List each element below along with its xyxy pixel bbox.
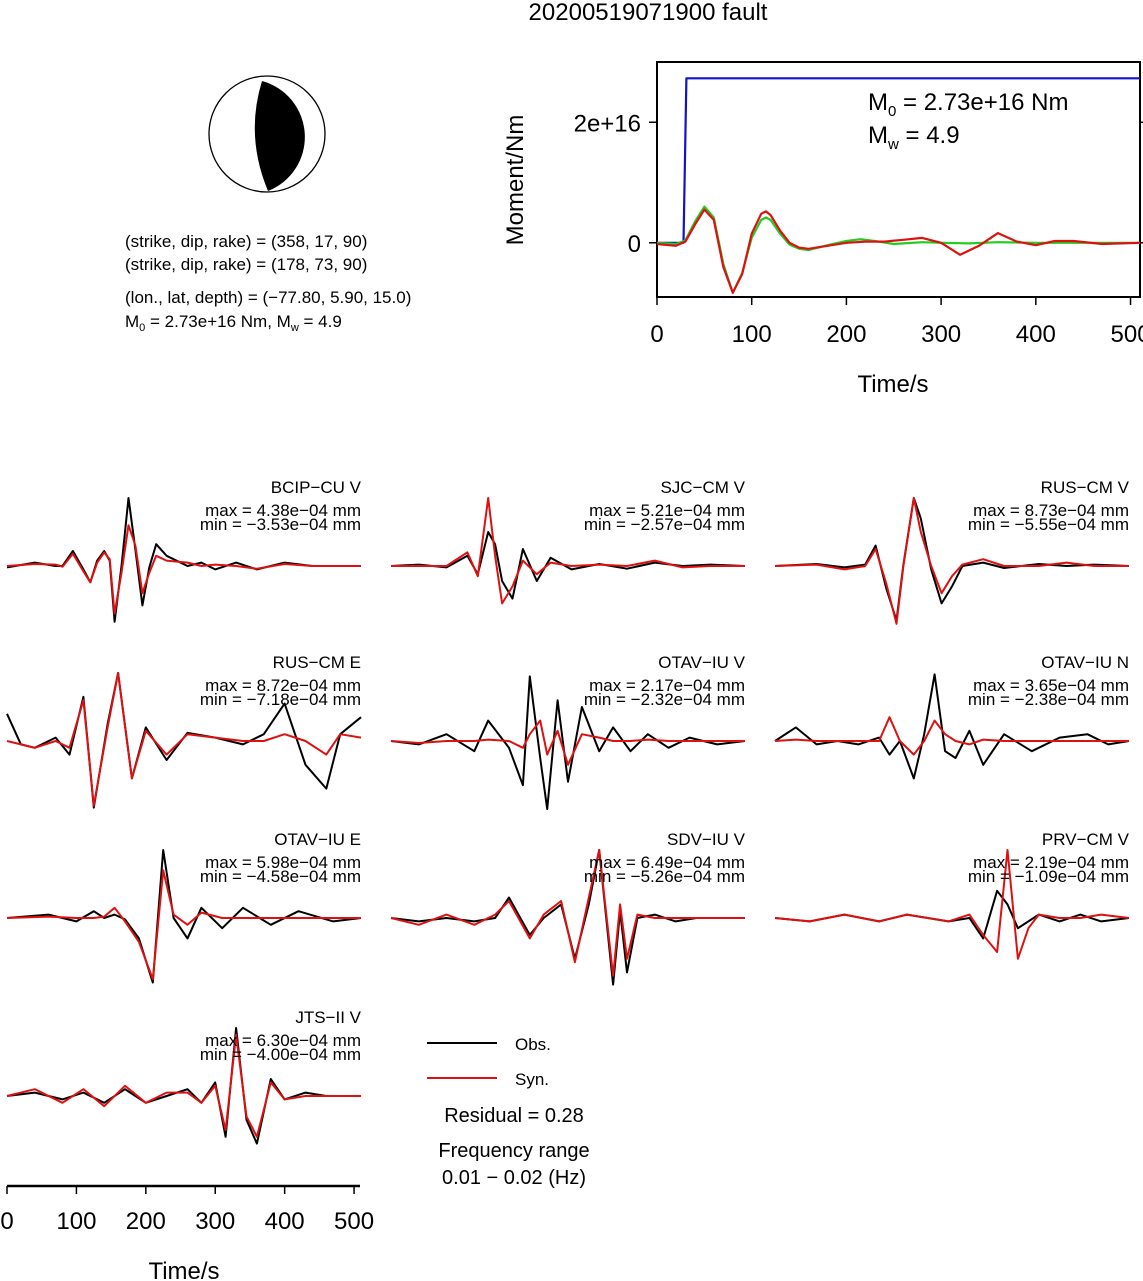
bottom-xtick-label: 100 — [56, 1208, 96, 1235]
bottom-time-axis: 0 100 200 300 400 500 Time/s — [0, 1184, 374, 1281]
synthetic-trace — [6, 1033, 361, 1138]
station-max: max = 8.72e−04 mm — [205, 676, 361, 695]
synthetic-trace — [774, 849, 1130, 960]
bottom-xtick-label: 400 — [265, 1208, 305, 1235]
station-name: OTAV−IU N — [1041, 653, 1129, 672]
residual-label: Residual = 0.28 — [444, 1105, 584, 1127]
plane-1-label: (strike, dip, rake) = (358, 17, 90) — [125, 232, 367, 251]
station-max: max = 4.38e−04 mm — [205, 501, 361, 520]
synthetic-trace — [390, 719, 745, 766]
station-name: JTS−II V — [295, 1008, 361, 1027]
stf-xtick-label: 300 — [921, 321, 961, 348]
observed-trace — [390, 531, 746, 600]
station-max: max = 3.65e−04 mm — [973, 676, 1129, 695]
station-min: min = −2.32e−04 mm — [584, 690, 745, 709]
plane-2-label: (strike, dip, rake) = (178, 73, 90) — [125, 255, 367, 274]
moment-label: M0 = 2.73e+16 Nm, Mw = 4.9 — [125, 312, 342, 334]
stf-plot-frame — [656, 61, 1141, 298]
stf-ylabel: Moment/Nm — [502, 115, 529, 246]
synthetic-trace — [6, 672, 362, 807]
stf-xtick-label: 0 — [650, 321, 663, 348]
stf-m0-label: M0 = 2.73e+16 Nm — [868, 89, 1068, 120]
legend-obs-label: Obs. — [515, 1035, 551, 1054]
stf-ytick-label: 2e+16 — [574, 110, 641, 137]
beachball-compressional-quadrant — [254, 81, 305, 191]
observed-trace — [390, 849, 745, 986]
station-name: PRV−CM V — [1042, 830, 1130, 849]
location-label: (lon., lat, depth) = (−77.80, 5.90, 15.0… — [125, 288, 411, 307]
station-name: RUS−CM V — [1041, 478, 1130, 497]
synthetic-trace — [390, 849, 745, 977]
station-max: max = 6.49e−04 mm — [589, 853, 745, 872]
stf-xlabel: Time/s — [857, 371, 928, 398]
station-min: min = −4.00e−04 mm — [200, 1045, 361, 1064]
station-max: max = 2.17e−04 mm — [589, 676, 745, 695]
stf-xtick-label: 200 — [826, 321, 866, 348]
station-min: min = −5.26e−04 mm — [584, 867, 745, 886]
station-min: min = −1.09e−04 mm — [968, 867, 1129, 886]
beachball-outline — [208, 75, 326, 193]
station-name: RUS−CM E — [273, 653, 361, 672]
bottom-axis-xlabel: Time/s — [148, 1258, 219, 1281]
stf-xtick-label: 500 — [1111, 321, 1143, 348]
stf-ytick-label: 0 — [628, 231, 641, 258]
synthetic-trace — [774, 716, 1129, 756]
moment-rate-panel: 0 100 200 300 400 500 0 2e+16 M0 = 2.73e+16 Nm… — [502, 61, 1143, 398]
frequency-value: 0.01 − 0.02 (Hz) — [442, 1167, 586, 1189]
station-min: min = −5.55e−04 mm — [968, 515, 1129, 534]
bottom-xtick-label: 200 — [126, 1208, 166, 1235]
station-min: min = −2.38e−04 mm — [968, 690, 1129, 709]
station-max: max = 2.19e−04 mm — [973, 853, 1129, 872]
station-name: OTAV−IU E — [274, 830, 361, 849]
station-min: min = −2.57e−04 mm — [584, 515, 745, 534]
beachball — [208, 75, 326, 193]
station-max: max = 5.98e−04 mm — [205, 853, 361, 872]
synthetic-trace — [6, 524, 361, 615]
station-name: SDV−IU V — [667, 830, 746, 849]
station-name: OTAV−IU V — [658, 653, 745, 672]
station-name: BCIP−CU V — [271, 478, 362, 497]
observed-trace — [774, 889, 1130, 940]
synthetic-trace — [774, 497, 1129, 625]
stf-series-1 — [656, 205, 1140, 294]
observed-trace — [6, 849, 362, 984]
station-min: min = −7.18e−04 mm — [200, 690, 361, 709]
stf-xtick-label: 100 — [732, 321, 772, 348]
station-max: max = 6.30e−04 mm — [205, 1031, 361, 1050]
bottom-xtick-label: 0 — [0, 1208, 13, 1235]
bottom-xtick-label: 500 — [334, 1208, 374, 1235]
legend: Obs. Syn. Residual = 0.28 Frequency rang… — [427, 1035, 590, 1189]
station-max: max = 5.21e−04 mm — [589, 501, 745, 520]
stf-mw-label: Mw = 4.9 — [868, 122, 960, 153]
station-min: min = −4.58e−04 mm — [200, 867, 361, 886]
stf-series-2 — [656, 208, 1141, 294]
legend-syn-label: Syn. — [515, 1070, 549, 1089]
station-min: min = −3.53e−04 mm — [200, 515, 361, 534]
synthetic-trace — [391, 497, 745, 605]
station-max: max = 8.73e−04 mm — [973, 501, 1129, 520]
observed-trace — [774, 673, 1130, 780]
figure-title: 20200519071900 fault — [529, 0, 768, 26]
frequency-title: Frequency range — [438, 1140, 589, 1162]
synthetic-trace — [6, 869, 361, 981]
stf-xtick-label: 400 — [1016, 321, 1056, 348]
bottom-xtick-label: 300 — [195, 1208, 235, 1235]
station-name: SJC−CM V — [660, 478, 745, 497]
